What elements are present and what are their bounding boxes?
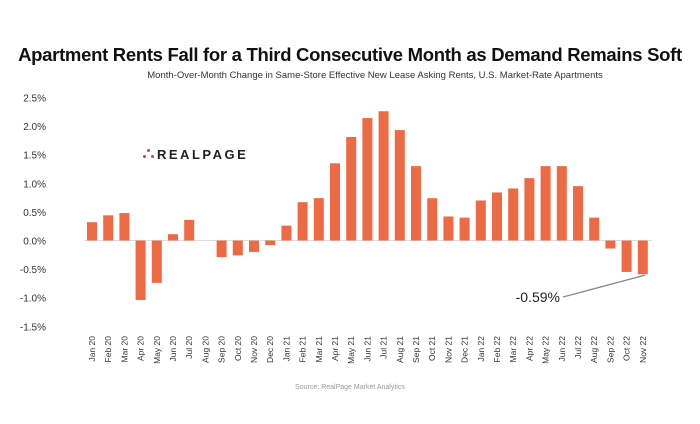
x-tick-label: Jun 20 (168, 336, 178, 362)
bar (168, 234, 178, 241)
annotation-label: -0.59% (516, 289, 560, 305)
bar (475, 200, 486, 241)
x-tick-label: Sep 20 (217, 336, 227, 363)
bar (330, 163, 340, 241)
x-tick-label: Oct 21 (427, 336, 437, 361)
x-tick-label: Dec 20 (265, 336, 275, 363)
x-tick-label: Sep 21 (411, 336, 421, 363)
bar (249, 240, 259, 252)
x-tick-label: Jun 21 (362, 336, 372, 362)
x-tick-label: Oct 20 (233, 336, 243, 361)
x-tick-label: Apr 22 (524, 336, 534, 361)
bar (297, 202, 308, 241)
bar (443, 216, 454, 241)
x-tick-label: Jun 22 (557, 336, 567, 362)
x-tick-label: May 20 (152, 336, 162, 364)
realpage-logo: REALPAGE (143, 147, 248, 162)
bar (151, 240, 162, 283)
bar (556, 166, 567, 241)
x-tick-label: Dec 21 (460, 336, 470, 363)
x-tick-label: Jan 21 (281, 336, 291, 362)
y-tick-label: -1.0% (20, 294, 46, 305)
x-tick-label: Nov 22 (638, 336, 648, 363)
bar (589, 217, 600, 241)
x-tick-label: Oct 22 (622, 336, 632, 361)
x-tick-label: Sep 22 (605, 336, 615, 363)
y-tick-label: -0.5% (20, 265, 46, 276)
bar (492, 192, 502, 241)
x-tick-label: May 21 (346, 336, 356, 364)
bar (540, 166, 551, 241)
bar (378, 111, 389, 241)
bar (394, 130, 405, 241)
y-tick-label: 1.5% (23, 151, 46, 162)
x-tick-label: Feb 22 (492, 336, 502, 363)
chart-title: Apartment Rents Fall for a Third Consecu… (18, 44, 682, 65)
bar (411, 166, 421, 241)
bar (232, 240, 243, 256)
bar (87, 222, 97, 241)
chart-subtitle: Month-Over-Month Change in Same-Store Ef… (147, 70, 603, 81)
bar (135, 240, 146, 300)
annotation-leader-line (562, 274, 645, 298)
logo-dots-icon (143, 149, 155, 159)
bar (508, 188, 519, 241)
bar (621, 240, 632, 272)
y-tick-label: 2.5% (23, 94, 46, 105)
bar (524, 178, 535, 241)
logo-text: REALPAGE (157, 147, 249, 162)
source-note: Source: RealPage Market Analytics (295, 384, 405, 391)
x-tick-label: Mar 22 (508, 336, 518, 363)
x-tick-label: Jan 22 (476, 336, 486, 362)
y-tick-label: 0.0% (23, 237, 46, 248)
bar (313, 198, 324, 241)
bar (103, 215, 114, 241)
y-tick-label: 1.0% (23, 179, 46, 190)
bar (459, 217, 470, 241)
bar (427, 198, 438, 241)
x-tick-label: Nov 20 (249, 336, 259, 363)
bar (573, 186, 583, 241)
bar (362, 118, 373, 241)
bar (346, 136, 357, 241)
bar (637, 240, 648, 275)
x-tick-label: Aug 20 (200, 336, 210, 363)
y-tick-label: 0.5% (23, 208, 46, 219)
bar (216, 240, 227, 258)
x-tick-label: Apr 20 (136, 336, 146, 361)
x-tick-label: Nov 21 (443, 336, 453, 363)
x-tick-label: Apr 21 (330, 336, 340, 361)
bar (605, 240, 616, 249)
y-tick-label: -1.5% (20, 322, 46, 333)
bar (265, 240, 276, 246)
bar (184, 219, 195, 241)
x-tick-label: May 22 (541, 336, 551, 364)
x-tick-label: Feb 20 (103, 336, 113, 363)
x-tick-label: Aug 21 (395, 336, 405, 363)
x-tick-label: Jul 21 (379, 336, 389, 359)
x-tick-label: Mar 21 (314, 336, 324, 363)
x-tick-label: Mar 20 (119, 336, 129, 363)
x-tick-label: Feb 21 (298, 336, 308, 363)
x-tick-label: Jul 22 (573, 336, 583, 359)
y-tick-label: 2.0% (23, 122, 46, 133)
x-tick-label: Jul 20 (184, 336, 194, 359)
bar (119, 213, 130, 241)
x-tick-label: Aug 22 (589, 336, 599, 363)
bar (281, 225, 292, 241)
x-tick-label: Jan 20 (87, 336, 97, 362)
